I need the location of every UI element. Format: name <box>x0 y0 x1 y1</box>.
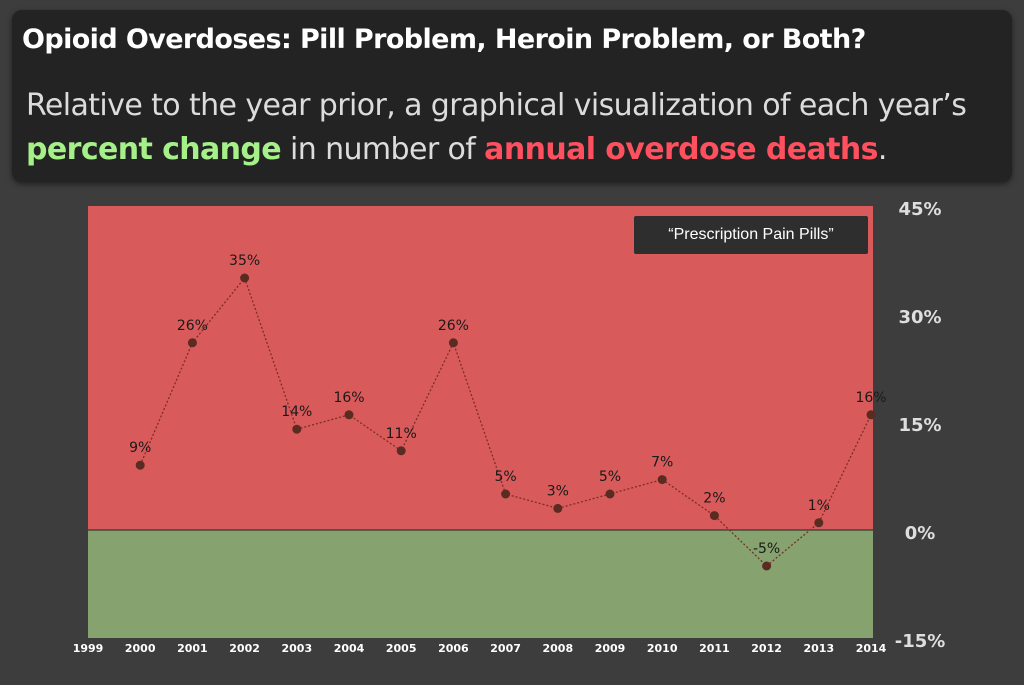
data-label-2014: 16% <box>855 390 886 406</box>
data-label-2007: 5% <box>494 469 516 485</box>
subtitle-text-1: Relative to the year prior, a graphical … <box>26 88 967 123</box>
data-label-2008: 3% <box>547 483 569 499</box>
x-tick-label: 2009 <box>595 642 626 655</box>
data-label-2013: 1% <box>808 498 830 514</box>
y-tick-label: 30% <box>898 307 941 328</box>
data-label-2004: 16% <box>333 390 364 406</box>
data-label-2005: 11% <box>386 426 417 442</box>
x-tick-label: 2008 <box>542 642 573 655</box>
y-tick-label: 45% <box>898 199 941 220</box>
data-label-2003: 14% <box>281 404 312 420</box>
x-tick-label: 2007 <box>490 642 521 655</box>
data-point-2011 <box>709 511 719 521</box>
x-tick-label: 2010 <box>647 642 678 655</box>
y-tick-label: 15% <box>898 415 941 436</box>
subtitle-text-2: in number of <box>281 132 485 167</box>
data-label-2000: 9% <box>129 440 151 456</box>
x-tick-label: 2005 <box>386 642 417 655</box>
subtitle-end: . <box>877 132 888 167</box>
data-label-2010: 7% <box>651 455 673 471</box>
header-panel: Opioid Overdoses: Pill Problem, Heroin P… <box>12 10 1012 182</box>
x-tick-label: 2013 <box>803 642 834 655</box>
x-tick-label: 2001 <box>177 642 208 655</box>
data-point-2010 <box>657 475 667 485</box>
data-point-2014 <box>866 410 876 420</box>
data-label-2012: -5% <box>753 541 780 557</box>
negative-change-region <box>88 530 873 638</box>
data-point-2005 <box>396 446 406 456</box>
x-tick-label: 2012 <box>751 642 782 655</box>
data-point-2013 <box>814 518 824 528</box>
data-point-2012 <box>762 561 772 571</box>
data-point-2001 <box>187 338 197 348</box>
x-tick-label: 2000 <box>125 642 156 655</box>
x-tick-label: 2011 <box>699 642 730 655</box>
x-tick-label: 2004 <box>334 642 365 655</box>
page-title: Opioid Overdoses: Pill Problem, Heroin P… <box>22 24 866 55</box>
data-point-2006 <box>448 338 458 348</box>
data-point-2004 <box>344 410 354 420</box>
y-tick-label: -15% <box>895 631 946 652</box>
data-label-2002: 35% <box>229 253 260 269</box>
data-label-2009: 5% <box>599 469 621 485</box>
x-tick-label: 1999 <box>73 642 104 655</box>
data-point-2009 <box>605 489 615 499</box>
x-tick-label: 2003 <box>281 642 312 655</box>
x-tick-label: 2002 <box>229 642 260 655</box>
data-point-2002 <box>240 273 250 283</box>
y-tick-label: 0% <box>905 523 936 544</box>
x-tick-label: 2014 <box>856 642 887 655</box>
series-legend: “Prescription Pain Pills” <box>634 216 868 254</box>
data-point-2007 <box>501 489 511 499</box>
positive-change-region <box>88 206 873 530</box>
data-label-2001: 26% <box>177 318 208 334</box>
page-subtitle: Relative to the year prior, a graphical … <box>26 84 1001 172</box>
data-point-2000 <box>135 460 145 470</box>
subtitle-highlight-percent-change: percent change <box>26 132 282 167</box>
data-label-2006: 26% <box>438 318 469 334</box>
data-point-2008 <box>553 503 563 513</box>
x-tick-label: 2006 <box>438 642 469 655</box>
subtitle-highlight-overdose-deaths: annual overdose deaths <box>484 132 878 167</box>
data-label-2011: 2% <box>703 491 725 507</box>
data-point-2003 <box>292 424 302 434</box>
